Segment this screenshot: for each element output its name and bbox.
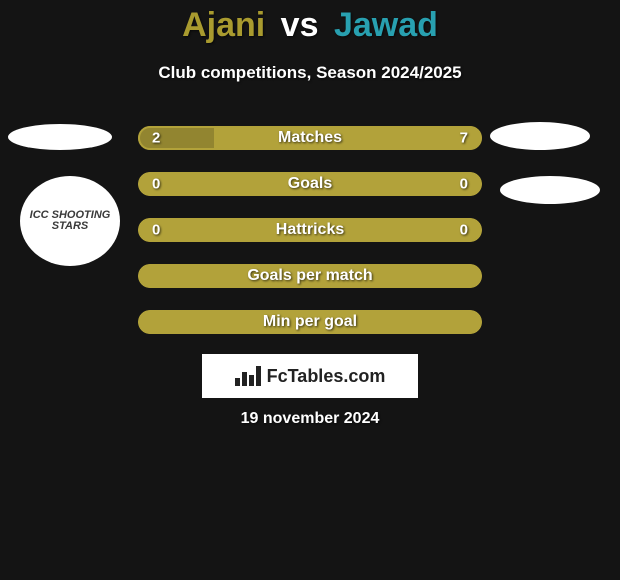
page-title: Ajani vs Jawad	[182, 6, 438, 45]
bar-value-right: 0	[460, 176, 468, 193]
bar-fill-left	[138, 126, 214, 150]
brand-box: FcTables.com	[202, 354, 418, 398]
bar-value-left: 2	[152, 130, 160, 147]
comparison-infographic: Ajani vs Jawad Club competitions, Season…	[0, 0, 620, 580]
club-badge-label: ICC SHOOTING STARS	[20, 210, 120, 232]
decor-ellipse-right-2	[500, 176, 600, 204]
bar-value-right: 0	[460, 222, 468, 239]
bar-value-right: 7	[460, 130, 468, 147]
subtitle: Club competitions, Season 2024/2025	[158, 63, 461, 83]
date-label: 19 november 2024	[241, 410, 380, 428]
club-badge: ICC SHOOTING STARS	[20, 176, 120, 266]
vs-label: vs	[281, 6, 319, 44]
decor-ellipse-right-1	[490, 122, 590, 150]
bar-label: Hattricks	[276, 221, 344, 239]
bar-label: Matches	[278, 129, 342, 147]
player1-name: Ajani	[182, 6, 265, 44]
bar-label: Min per goal	[263, 313, 357, 331]
comparison-bars: Matches 2 7 Goals 0 0 Hattricks 0 0 Goals per mat…	[138, 126, 482, 356]
bar-row-hattricks: Hattricks 0 0	[138, 218, 482, 242]
bar-row-goals: Goals 0 0	[138, 172, 482, 196]
decor-ellipse-left	[8, 124, 112, 150]
bar-label: Goals	[288, 175, 332, 193]
barchart-icon	[235, 366, 261, 386]
bar-value-left: 0	[152, 222, 160, 239]
bar-value-left: 0	[152, 176, 160, 193]
bar-row-matches: Matches 2 7	[138, 126, 482, 150]
bar-label: Goals per match	[247, 267, 372, 285]
bar-row-mpg: Min per goal	[138, 310, 482, 334]
bar-row-gpm: Goals per match	[138, 264, 482, 288]
brand-text: FcTables.com	[267, 366, 386, 387]
player2-name: Jawad	[334, 6, 438, 44]
